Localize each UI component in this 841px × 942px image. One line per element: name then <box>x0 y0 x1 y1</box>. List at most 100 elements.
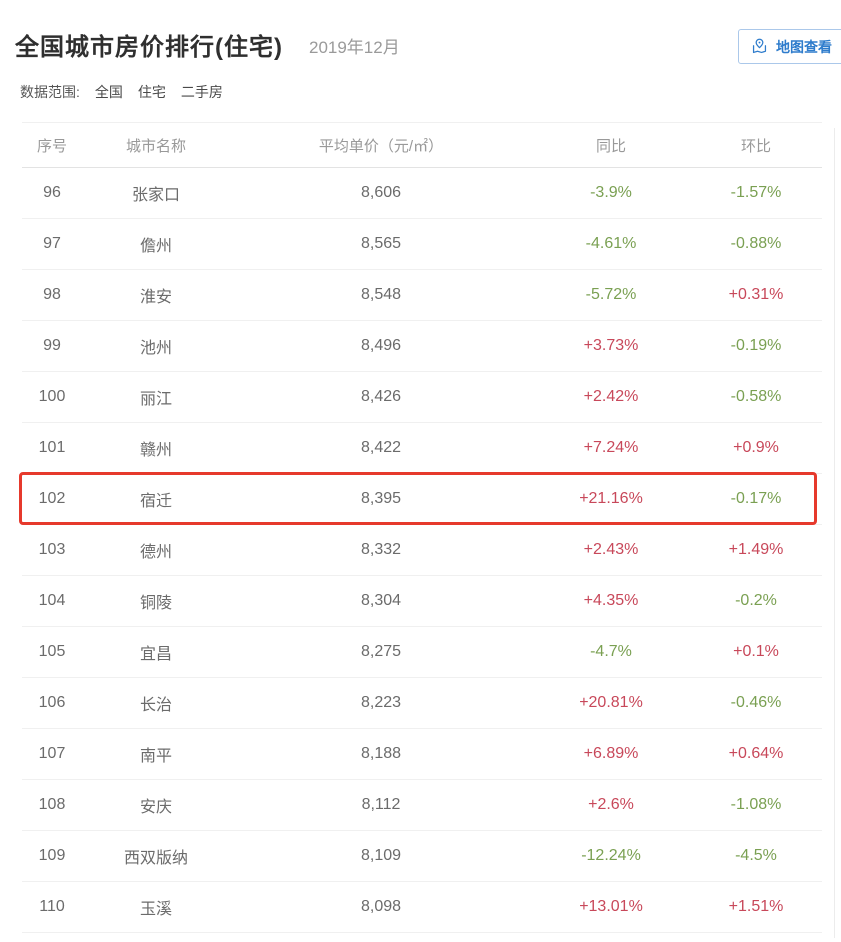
mom-cell: -0.17% <box>730 490 782 507</box>
table-row[interactable]: 103 德州 8,332 +2.43% +1.49% <box>22 525 822 576</box>
mom-cell: -1.08% <box>730 796 782 813</box>
table-row[interactable]: 109 西双版纳 8,109 -12.24% -4.5% <box>22 831 822 882</box>
city-cell: 长治 <box>139 697 172 714</box>
city-cell: 张家口 <box>131 187 180 204</box>
table-row[interactable]: 98 淮安 8,548 -5.72% +0.31% <box>22 270 822 321</box>
page-title: 全国城市房价排行(住宅) <box>15 34 283 61</box>
city-cell: 南平 <box>139 748 172 765</box>
yoy-cell: -5.72% <box>585 286 637 303</box>
table-row[interactable]: 96 张家口 8,606 -3.9% -1.57% <box>22 168 822 219</box>
table-row[interactable]: 107 南平 8,188 +6.89% +0.64% <box>22 729 822 780</box>
mom-cell: -4.5% <box>735 847 777 864</box>
rank-cell: 103 <box>38 541 66 558</box>
table-row[interactable]: 97 儋州 8,565 -4.61% -0.88% <box>22 219 822 270</box>
data-scope-label: 数据范围: <box>20 84 80 100</box>
rank-cell: 99 <box>43 337 61 354</box>
price-cell: 8,188 <box>360 745 402 762</box>
table-row[interactable]: 108 安庆 8,112 +2.6% -1.08% <box>22 780 822 831</box>
report-month: 2019年12月 <box>308 38 400 57</box>
city-cell: 玉溪 <box>139 901 172 918</box>
price-cell: 8,565 <box>360 235 402 252</box>
table-body: 96 张家口 8,606 -3.9% -1.57% 97 儋州 8,565 -4.61% -0.8… <box>19 168 822 933</box>
city-cell: 儋州 <box>139 238 172 255</box>
price-cell: 8,275 <box>360 643 402 660</box>
rank-cell: 96 <box>43 184 61 201</box>
city-cell: 宜昌 <box>139 646 172 663</box>
yoy-cell: +4.35% <box>583 592 639 609</box>
price-cell: 8,332 <box>360 541 402 558</box>
mom-cell: -1.57% <box>730 184 782 201</box>
yoy-cell: +3.73% <box>583 337 639 354</box>
price-cell: 8,496 <box>360 337 402 354</box>
price-cell: 8,422 <box>360 439 402 456</box>
table-row[interactable]: 104 铜陵 8,304 +4.35% -0.2% <box>22 576 822 627</box>
rank-cell: 100 <box>38 388 66 405</box>
price-cell: 8,109 <box>360 847 402 864</box>
yoy-cell: +21.16% <box>579 490 643 507</box>
city-cell: 赣州 <box>139 442 172 459</box>
mom-cell: -0.58% <box>730 388 782 405</box>
mom-cell: +1.49% <box>728 541 784 558</box>
map-view-button[interactable]: 地图查看 <box>738 29 841 64</box>
table-row[interactable]: 100 丽江 8,426 +2.42% -0.58% <box>22 372 822 423</box>
table-row-highlighted[interactable]: 102 宿迁 8,395 +21.16% -0.17% <box>19 472 822 525</box>
rank-cell: 109 <box>38 847 66 864</box>
table-row[interactable]: 106 长治 8,223 +20.81% -0.46% <box>22 678 822 729</box>
yoy-cell: +7.24% <box>583 439 639 456</box>
yoy-cell: +2.43% <box>583 541 639 558</box>
yoy-cell: -12.24% <box>581 847 641 864</box>
mom-cell: +0.9% <box>733 439 779 456</box>
city-cell: 安庆 <box>139 799 172 816</box>
rank-cell: 104 <box>38 592 66 609</box>
price-cell: 8,395 <box>360 490 402 507</box>
table-row[interactable]: 105 宜昌 8,275 -4.7% +0.1% <box>22 627 822 678</box>
data-scope-bar: 数据范围: 全国 住宅 二手房 <box>20 82 223 102</box>
table-row[interactable]: 101 赣州 8,422 +7.24% +0.9% <box>22 423 822 474</box>
price-cell: 8,548 <box>360 286 402 303</box>
price-cell: 8,426 <box>360 388 402 405</box>
price-cell: 8,304 <box>360 592 402 609</box>
table-header-row: 序号 城市名称 平均单价（元/㎡） 同比 环比 <box>22 122 822 168</box>
table-row[interactable]: 110 玉溪 8,098 +13.01% +1.51% <box>22 882 822 933</box>
mom-cell: -0.2% <box>735 592 777 609</box>
rank-cell: 102 <box>38 490 66 507</box>
price-cell: 8,112 <box>361 796 401 813</box>
page-header: 全国城市房价排行(住宅) 2019年12月 <box>15 27 400 62</box>
city-cell: 铜陵 <box>139 595 172 612</box>
yoy-cell: +6.89% <box>583 745 639 762</box>
col-header-price: 平均单价（元/㎡） <box>318 137 444 155</box>
table-row[interactable]: 99 池州 8,496 +3.73% -0.19% <box>22 321 822 372</box>
table-right-border <box>834 128 835 938</box>
city-cell: 淮安 <box>139 289 172 306</box>
mom-cell: +0.31% <box>728 286 784 303</box>
mom-cell: -0.46% <box>730 694 782 711</box>
mom-cell: -0.88% <box>730 235 782 252</box>
price-cell: 8,606 <box>360 184 402 201</box>
city-cell: 宿迁 <box>139 493 172 510</box>
rank-cell: 106 <box>38 694 66 711</box>
yoy-cell: -4.61% <box>585 235 637 252</box>
filter-property-type[interactable]: 住宅 <box>137 84 166 100</box>
mom-cell: +0.64% <box>728 745 784 762</box>
mom-cell: +1.51% <box>728 898 784 915</box>
col-header-mom: 环比 <box>740 137 771 155</box>
col-header-rank: 序号 <box>36 137 67 155</box>
city-cell: 西双版纳 <box>123 850 188 867</box>
price-table: 序号 城市名称 平均单价（元/㎡） 同比 环比 96 张家口 8,606 -3.9% -… <box>19 122 822 933</box>
map-view-label: 地图查看 <box>776 38 832 55</box>
yoy-cell: +2.6% <box>588 796 634 813</box>
map-pin-icon <box>750 37 769 56</box>
rank-cell: 107 <box>38 745 66 762</box>
filter-market-type[interactable]: 二手房 <box>180 84 223 100</box>
rank-cell: 110 <box>39 898 65 915</box>
rank-cell: 97 <box>43 235 61 252</box>
city-cell: 德州 <box>139 544 172 561</box>
yoy-cell: +2.42% <box>583 388 639 405</box>
price-cell: 8,098 <box>360 898 402 915</box>
rank-cell: 98 <box>43 286 61 303</box>
filter-region[interactable]: 全国 <box>94 84 123 100</box>
col-header-city: 城市名称 <box>125 137 186 155</box>
mom-cell: -0.19% <box>730 337 782 354</box>
rank-cell: 108 <box>38 796 66 813</box>
